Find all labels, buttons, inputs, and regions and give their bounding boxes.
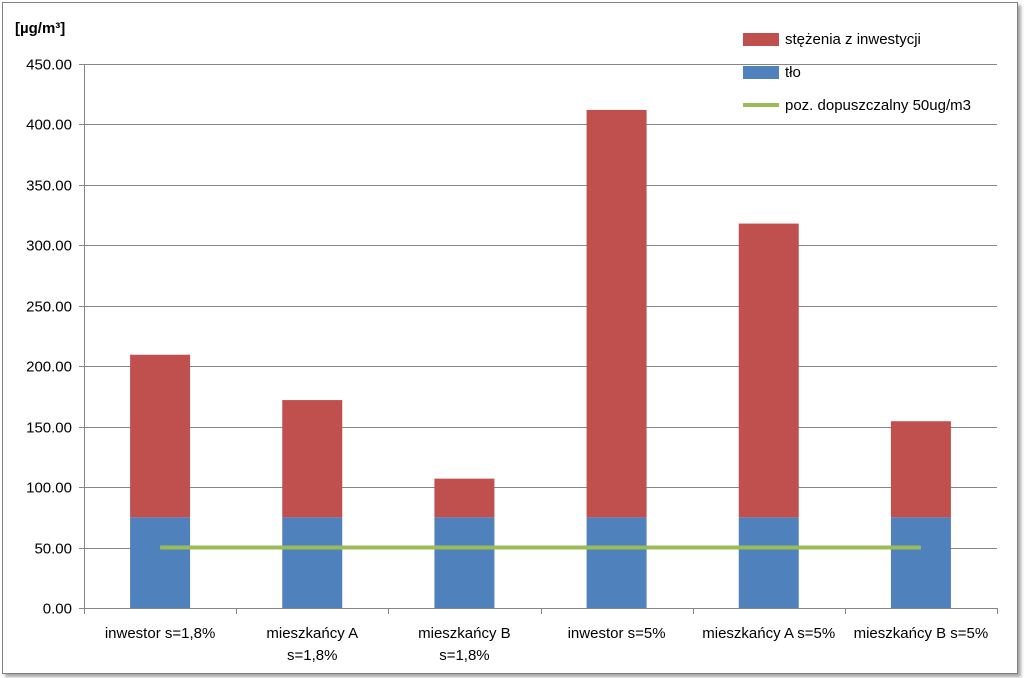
bar-segment <box>738 517 799 608</box>
y-tick-label: 300.00 <box>26 238 72 255</box>
stacked-bar-chart: [µg/m³] 0.00 50.00 100.00 150.00 200.00 250.0… <box>15 20 998 665</box>
x-category-label: s=1,8% <box>287 647 337 664</box>
bar-segment <box>434 517 495 608</box>
bar-segment <box>282 517 343 608</box>
x-category-label: mieszkańcy B s=5% <box>854 625 989 642</box>
y-unit-label: [µg/m³] <box>15 20 65 37</box>
bar-segment <box>130 354 191 518</box>
bar-segment <box>586 109 647 518</box>
y-tick-label: 250.00 <box>26 299 72 316</box>
x-category-label: mieszkańcy B <box>418 625 511 642</box>
y-tick-label: 150.00 <box>26 420 72 437</box>
bars <box>130 109 951 608</box>
y-tick-label: 450.00 <box>26 57 72 74</box>
axes <box>79 64 998 614</box>
bar-segment <box>890 517 951 608</box>
bar-segment <box>282 400 343 518</box>
bar-segment <box>586 517 647 608</box>
bar-segment <box>738 223 799 518</box>
x-category-label: mieszkańcy A <box>266 625 358 642</box>
y-tick-label: 50.00 <box>34 541 72 558</box>
axis-labels: 0.00 50.00 100.00 150.00 200.00 250.00 300.00 3… <box>26 57 988 665</box>
gridlines <box>84 64 997 549</box>
y-tick-label: 400.00 <box>26 117 72 134</box>
y-tick-label: 350.00 <box>26 178 72 195</box>
bar-segment <box>130 517 191 608</box>
bar-segment <box>890 421 951 518</box>
x-category-label: inwestor s=5% <box>568 625 666 642</box>
legend-label: stężenia z inwestycji <box>785 31 921 48</box>
y-tick-label: 100.00 <box>26 480 72 497</box>
legend-swatch <box>743 33 779 46</box>
y-tick-label: 200.00 <box>26 359 72 376</box>
legend: stężenia z inwestycji tło poz. dopuszczaln… <box>743 31 971 114</box>
y-tick-label: 0.00 <box>43 601 72 618</box>
legend-swatch <box>743 66 779 79</box>
x-category-label: inwestor s=1,8% <box>105 625 215 642</box>
x-category-label: mieszkańcy A s=5% <box>702 625 835 642</box>
legend-label: tło <box>785 64 801 81</box>
bar-segment <box>434 478 495 518</box>
legend-label: poz. dopuszczalny 50ug/m3 <box>785 97 971 114</box>
x-category-label: s=1,8% <box>439 647 489 664</box>
